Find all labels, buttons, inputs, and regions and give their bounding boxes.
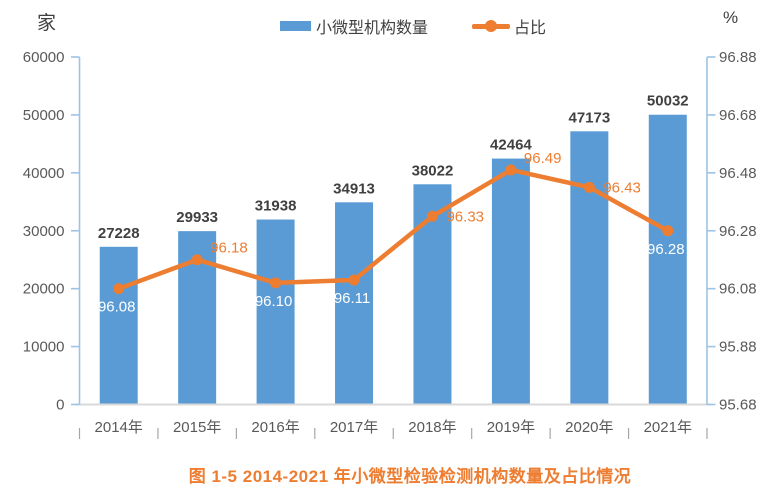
left-axis-tick-label: 0 [56, 397, 64, 414]
bar-2021年 [648, 114, 687, 405]
legend-line-series-label: 占比 [514, 20, 547, 37]
chart-legend: 小微型机构数量 占比 [280, 14, 546, 38]
line-marker-2019年 [505, 164, 517, 176]
legend-line-marker-icon [485, 20, 498, 32]
bar-2014年 [99, 246, 138, 405]
right-axis-tick-label: 95.88 [719, 339, 757, 356]
x-axis-category-label: 2015年 [173, 419, 221, 436]
right-axis-unit-label: % [723, 8, 739, 27]
x-axis-category-label: 2017年 [330, 419, 378, 436]
line-value-label: 96.43 [603, 179, 641, 196]
bar-2016年 [256, 219, 295, 405]
x-axis-category-label: 2016年 [251, 419, 299, 436]
right-axis-tick-label: 96.88 [719, 49, 757, 66]
line-marker-2016年 [270, 277, 282, 289]
line-value-label: 96.18 [210, 240, 248, 257]
line-value-label: 96.08 [98, 299, 136, 316]
bar-value-label: 38022 [412, 162, 454, 179]
line-marker-2015年 [191, 254, 203, 266]
line-marker-2020年 [583, 181, 595, 193]
left-axis-tick-label: 50000 [23, 107, 65, 124]
x-axis-category-label: 2019年 [487, 419, 535, 436]
right-axis-tick-label: 96.68 [719, 107, 757, 124]
bar-value-label: 50032 [647, 93, 689, 110]
line-marker-2018年 [426, 210, 438, 222]
line-value-label: 96.11 [334, 290, 370, 307]
line-value-label: 96.28 [647, 241, 685, 258]
x-axis-category-label: 2014年 [95, 419, 143, 436]
line-marker-2017年 [348, 274, 360, 286]
bar-2020年 [570, 131, 609, 405]
legend-bar-series-label: 小微型机构数量 [316, 20, 429, 37]
x-axis-category-label: 2021年 [644, 419, 692, 436]
right-axis-tick-label: 95.68 [719, 397, 757, 414]
left-axis-tick-label: 40000 [23, 165, 65, 182]
bar-value-label: 34913 [333, 180, 375, 197]
right-axis-tick-label: 96.08 [719, 281, 757, 298]
bar-value-label: 47173 [568, 109, 610, 126]
left-axis-unit-label: 家 [37, 13, 57, 34]
line-value-label: 96.33 [446, 208, 484, 225]
bar-value-label: 29933 [176, 209, 218, 226]
bar-value-label: 27228 [98, 225, 140, 242]
bar-value-label: 31938 [255, 198, 297, 215]
bar-2019年 [491, 158, 530, 405]
figure-caption: 图 1-5 2014-2021 年小微型检验检测机构数量及占比情况 [188, 467, 632, 486]
combo-bar-line-chart: 27228 29933 31938 34913 38022 42464 47173 50032… [23, 49, 757, 439]
line-value-label: 96.10 [255, 293, 293, 310]
left-axis-tick-label: 10000 [23, 339, 65, 356]
line-series-path [116, 167, 671, 291]
line-marker-2021年 [662, 225, 674, 237]
left-axis-tick-label: 60000 [23, 49, 65, 66]
legend-bar-swatch-icon [280, 21, 311, 31]
x-axis-category-label: 2020年 [565, 419, 613, 436]
bar-value-label: 42464 [490, 137, 532, 154]
right-axis-tick-label: 96.28 [719, 223, 757, 240]
left-axis-tick-label: 20000 [23, 281, 65, 298]
line-marker-2014年 [113, 283, 125, 295]
bar-2017年 [335, 202, 374, 405]
line-value-label: 96.49 [524, 150, 562, 167]
left-axis-tick-label: 30000 [23, 223, 65, 240]
legend-line-swatch-icon [472, 20, 511, 32]
right-axis-tick-label: 96.48 [719, 165, 757, 182]
x-axis-category-label: 2018年 [408, 419, 456, 436]
